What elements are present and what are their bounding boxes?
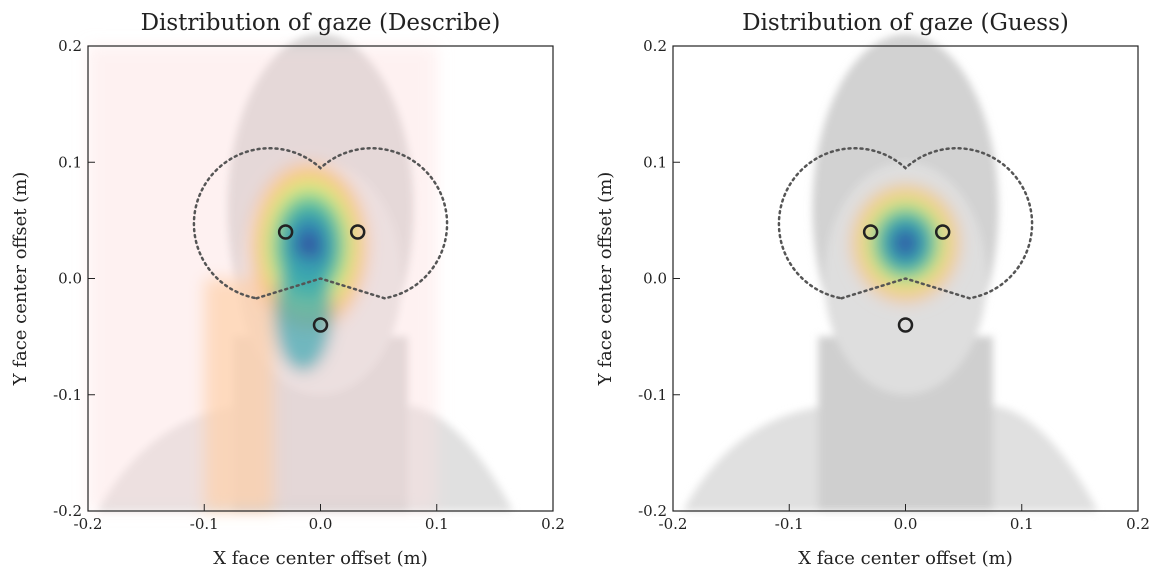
x-tick-label: 0.2 [541,515,565,533]
heat-tail [274,255,333,372]
x-tick-label: 0.0 [309,515,333,533]
landmark-point [934,224,951,240]
y-tick-label: 0.2 [58,37,82,55]
landmark-point [312,317,329,333]
y-tick-label: -0.1 [53,386,82,404]
y-tick-label: 0.2 [643,37,667,55]
landmark-point [277,224,294,240]
landmark-point [897,317,914,333]
y-tick-label: 0.1 [58,153,82,171]
x-tick-label: 0.1 [425,515,449,533]
y-tick-label: 0.0 [58,270,82,288]
x-tick-label: 0.1 [1010,515,1034,533]
panel: -0.2 -0.1 0.0 0.1 0.2 -0.2 -0.1 0.0 0.1 0.2 Distri… [595,10,1150,569]
x-tick-label: -0.1 [775,515,804,533]
region-outline [777,147,1034,300]
landmark-point [349,224,366,240]
region-outline [192,147,449,300]
y-axis-label: Y face center offset (m) [595,172,616,387]
x-tick-label: 0.2 [1126,515,1150,533]
x-tick-label: 0.0 [894,515,918,533]
chart-title: Distribution of gaze (Describe) [141,10,501,36]
x-tick-label: -0.1 [190,515,219,533]
heatmap [88,46,437,511]
y-tick-label: -0.1 [638,386,667,404]
y-axis-label: Y face center offset (m) [10,172,31,387]
x-tick-label: -0.2 [74,515,103,533]
y-tick-label: -0.2 [638,502,667,520]
x-axis-label: X face center offset (m) [798,548,1013,569]
chart-title: Distribution of gaze (Guess) [742,10,1069,36]
y-tick-label: 0.1 [643,153,667,171]
x-axis-label: X face center offset (m) [213,548,428,569]
y-tick-label: 0.0 [643,270,667,288]
x-tick-label: -0.2 [659,515,688,533]
landmark-point [862,224,879,240]
heatmap [847,185,964,314]
panel: -0.2 -0.1 0.0 0.1 0.2 -0.2 -0.1 0.0 0.1 0.2 Distri… [10,10,565,569]
heat-core [847,185,964,314]
y-tick-label: -0.2 [53,502,82,520]
